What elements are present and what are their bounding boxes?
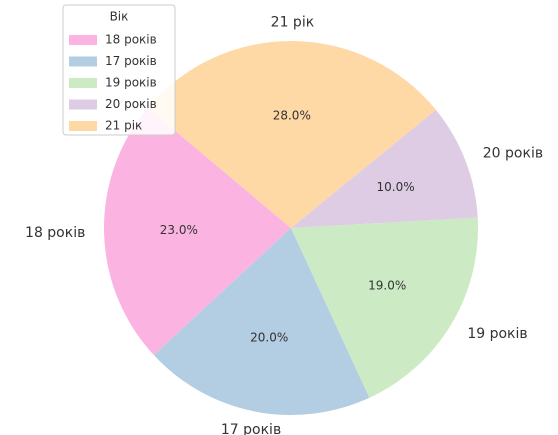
- pct-label: 28.0%: [273, 108, 311, 122]
- slice: [291, 217, 479, 398]
- legend-swatch: [69, 121, 97, 131]
- legend-label: 21 рік: [105, 119, 142, 133]
- legend-box: [62, 4, 176, 136]
- slice: [153, 228, 370, 415]
- slice: [147, 41, 436, 228]
- legend-swatch: [69, 35, 97, 45]
- pct-label: 20.0%: [250, 331, 288, 345]
- legend-label: 17 років: [105, 54, 157, 68]
- legend-swatch: [69, 78, 97, 88]
- pie: 23.0% 18 років 20.0% 17 років 19.0% 19 років 1…: [25, 14, 543, 435]
- slice-label: 20 років: [483, 146, 543, 162]
- legend-swatch: [69, 56, 97, 67]
- pct-label: 19.0%: [368, 278, 406, 292]
- pct-label: 23.0%: [160, 223, 198, 237]
- legend-label: 20 років: [105, 97, 157, 111]
- slice: [291, 109, 478, 228]
- slice-label: 18 років: [25, 225, 85, 241]
- slice-label: 17 років: [221, 422, 281, 435]
- slice-label: 19 років: [467, 326, 527, 342]
- legend-title: Вік: [110, 10, 129, 24]
- legend-swatch: [69, 99, 97, 110]
- slice-label: 21 рік: [271, 14, 315, 30]
- legend: Вік 18 років 17 років 19 років 20 років 21 р…: [62, 4, 176, 136]
- legend-label: 18 років: [105, 33, 157, 47]
- pct-label: 10.0%: [377, 180, 415, 194]
- slice: [104, 107, 291, 356]
- legend-label: 19 років: [105, 76, 157, 90]
